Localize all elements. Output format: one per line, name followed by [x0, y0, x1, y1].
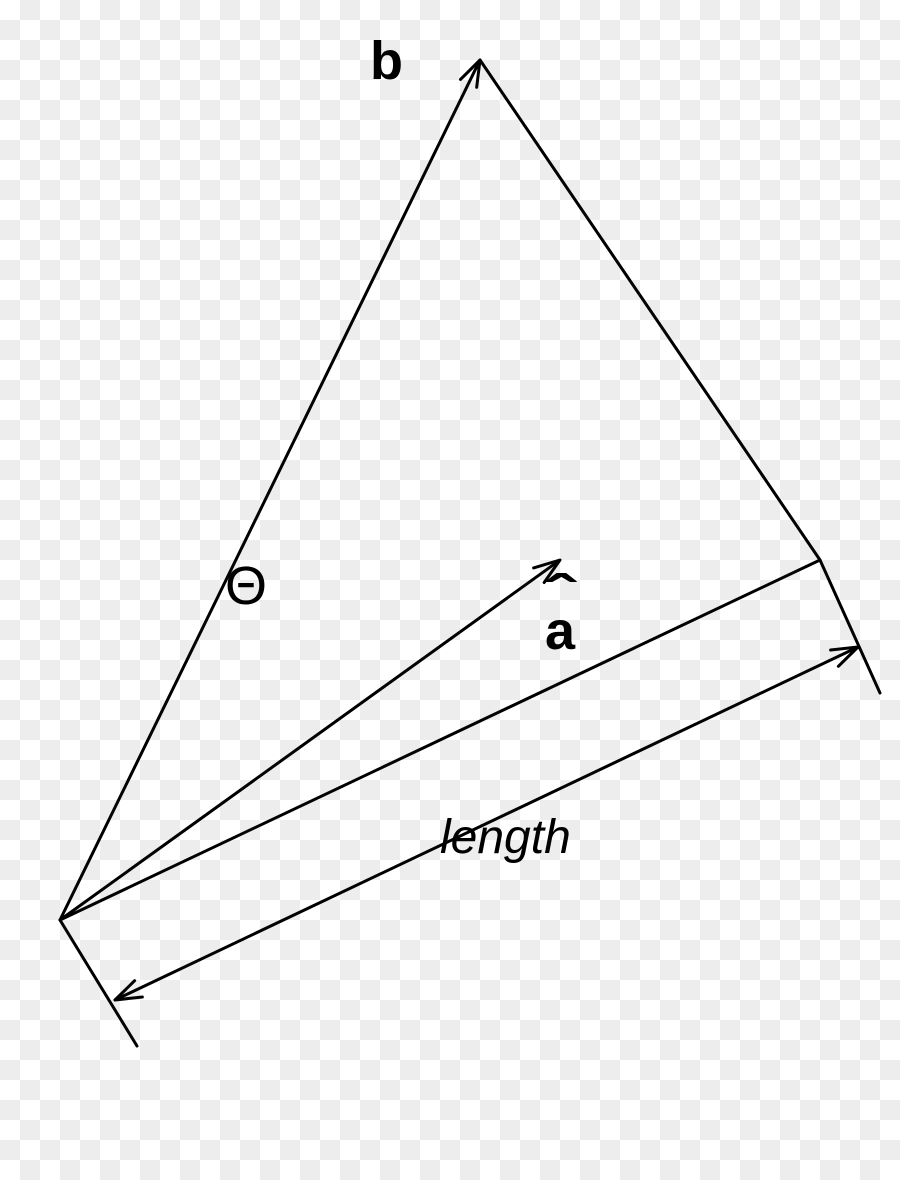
vector-b	[60, 62, 479, 920]
a-hat-glyph: a	[545, 600, 575, 662]
angle-theta-label: Θ	[225, 555, 267, 617]
vector-a-hat	[60, 561, 558, 920]
vector-b-label: b	[370, 30, 403, 92]
projection-baseline	[60, 560, 820, 920]
vector-a-hat-label: a	[545, 600, 575, 662]
diagram-lines	[60, 60, 880, 1046]
dimension-extension-start	[60, 920, 137, 1046]
vector-projection-diagram	[0, 0, 900, 1180]
projection-drop-line	[480, 60, 820, 560]
dimension-extension-end	[820, 560, 880, 693]
length-label: length	[440, 810, 571, 865]
